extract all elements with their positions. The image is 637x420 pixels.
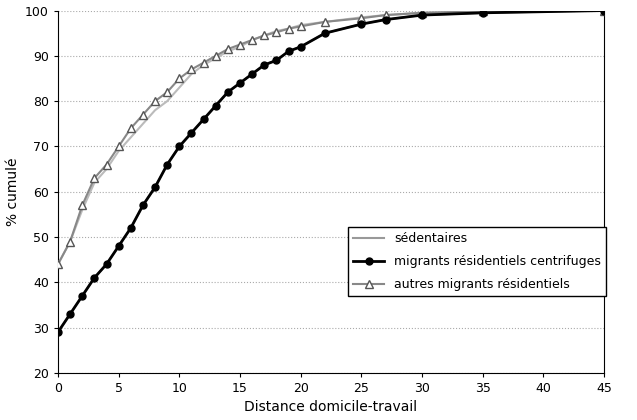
Legend: sédentaires, migrants résidentiels centrifuges, autres migrants résidentiels: sédentaires, migrants résidentiels centr… [348,227,606,296]
Y-axis label: % cumulé: % cumulé [6,158,20,226]
X-axis label: Distance domicile-travail: Distance domicile-travail [245,400,418,415]
